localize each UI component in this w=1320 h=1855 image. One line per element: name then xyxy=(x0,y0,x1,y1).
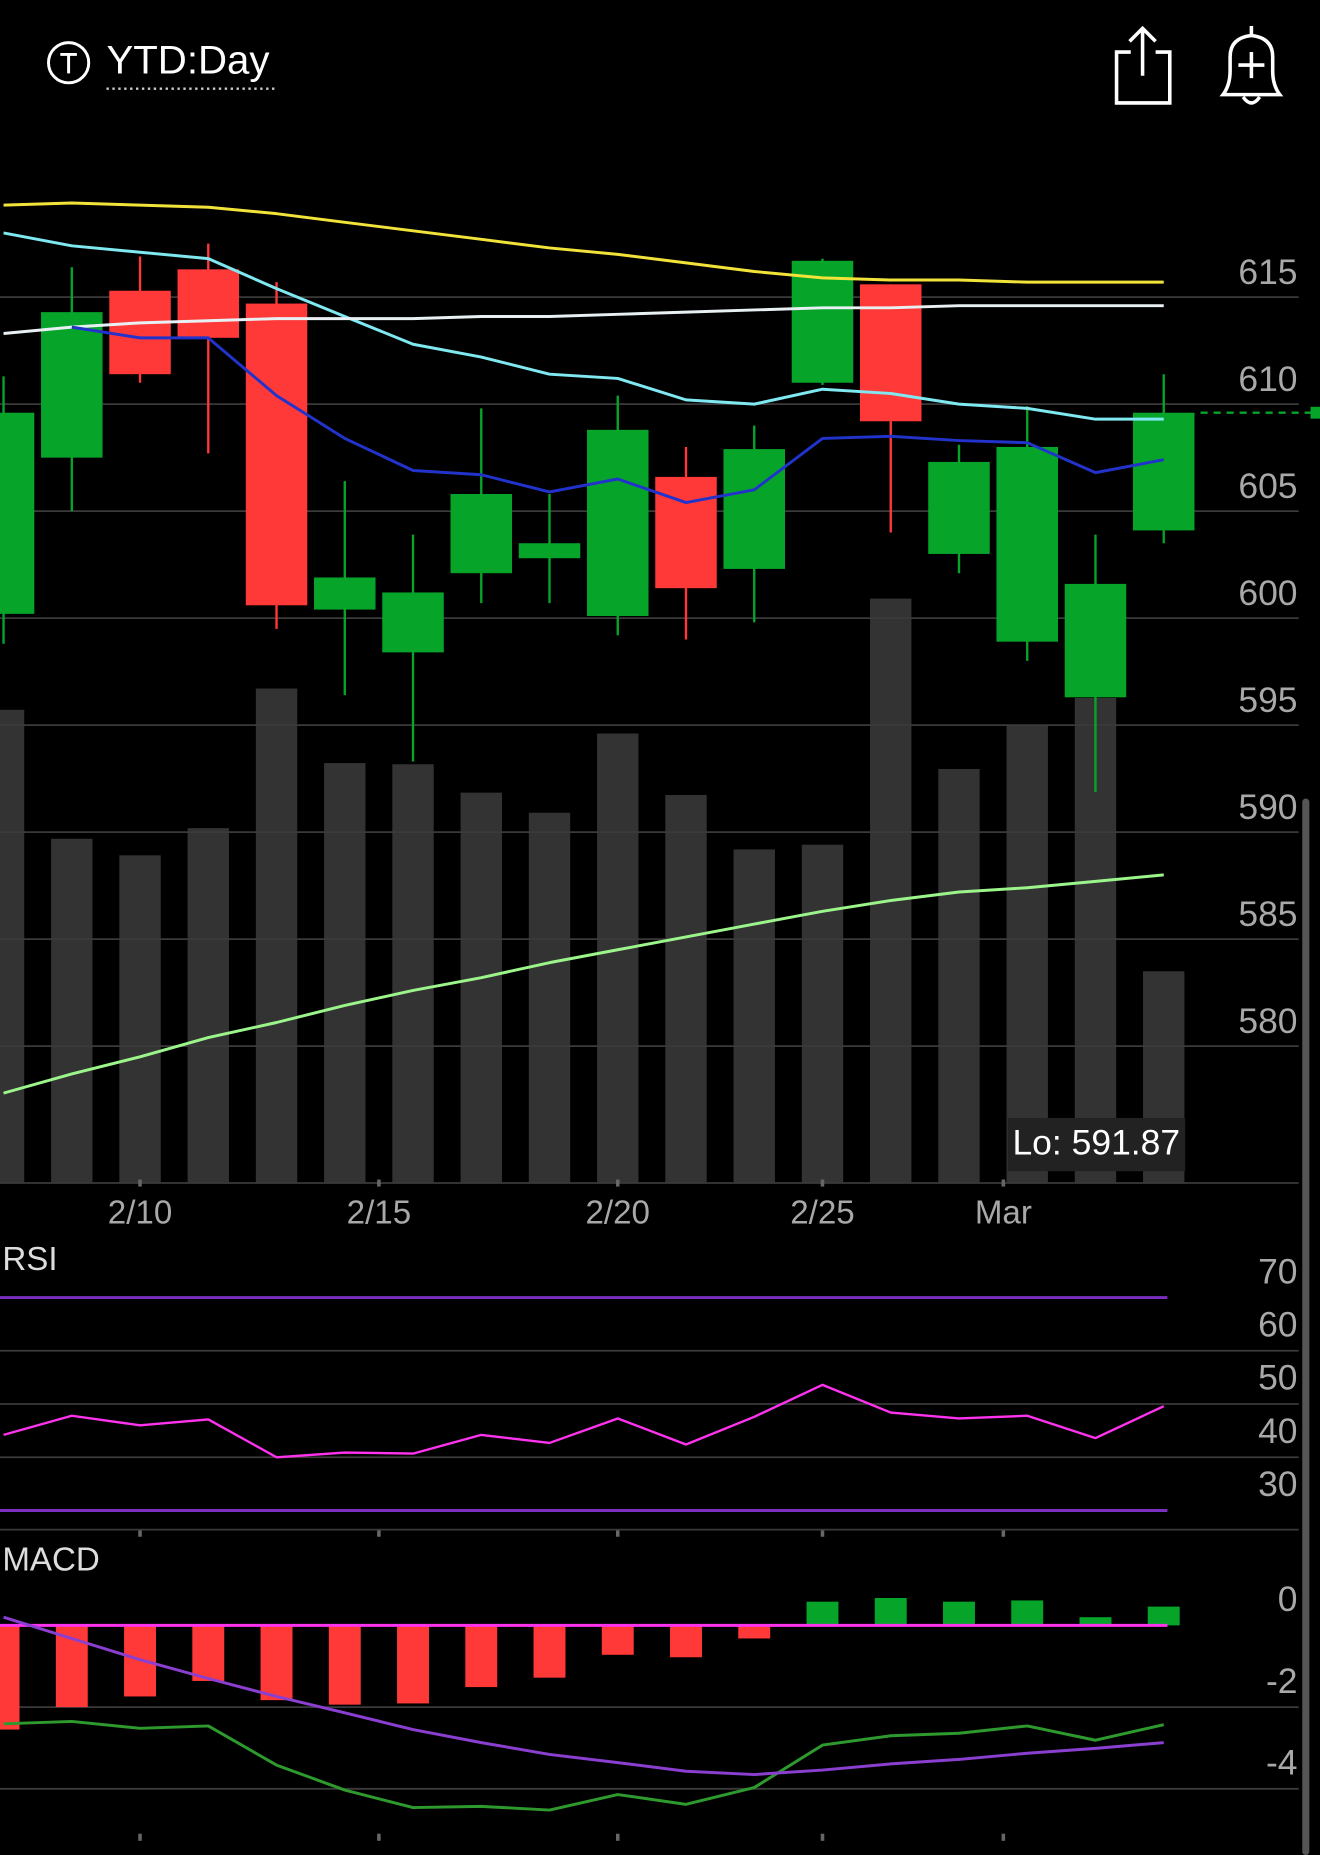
volume-bar xyxy=(733,849,775,1184)
volume-bar xyxy=(255,688,298,1184)
candle-body xyxy=(1132,412,1195,531)
indicator-line xyxy=(3,1719,1165,1812)
histogram-bar xyxy=(533,1625,566,1678)
indicator-line xyxy=(3,231,1164,421)
histogram-bar xyxy=(806,1601,839,1626)
histogram-bar xyxy=(1011,1600,1044,1626)
icon-circle xyxy=(47,41,91,85)
y-tick-label: 600 xyxy=(1238,573,1297,613)
panel-title: RSI xyxy=(2,1241,57,1278)
last-price-marker xyxy=(1310,406,1320,419)
share-arrow xyxy=(1128,25,1157,76)
indicator-line xyxy=(3,201,1164,284)
indicator-line xyxy=(3,304,1164,335)
x-tick-label: 2/15 xyxy=(347,1195,411,1232)
histogram-bar xyxy=(328,1625,361,1705)
bell xyxy=(1219,33,1284,97)
indicator-line xyxy=(3,873,1164,1095)
share-box xyxy=(1114,50,1172,105)
y-tick-label: 585 xyxy=(1238,894,1297,934)
scrollbar[interactable] xyxy=(1302,798,1310,1855)
histogram-bar xyxy=(874,1598,907,1626)
volume-bar xyxy=(597,733,639,1184)
y-tick-label: 60 xyxy=(1258,1305,1297,1345)
y-tick-label: 580 xyxy=(1238,1001,1297,1041)
candle-body xyxy=(518,543,581,559)
alert-button[interactable] xyxy=(1219,26,1284,105)
histogram-bar xyxy=(601,1625,634,1655)
share-button[interactable] xyxy=(1114,25,1172,105)
candle-body xyxy=(382,592,444,653)
candle-body xyxy=(314,577,376,610)
low-label-box xyxy=(1007,1117,1186,1172)
candle-body xyxy=(859,284,922,422)
y-tick-label: 595 xyxy=(1238,680,1297,720)
histogram-bar xyxy=(738,1625,771,1639)
y-tick-label: 610 xyxy=(1238,359,1297,399)
candle-body xyxy=(791,260,854,383)
y-tick-label: 70 xyxy=(1258,1251,1297,1291)
y-tick-label: 50 xyxy=(1258,1358,1297,1398)
x-tick-label: 2/25 xyxy=(790,1195,854,1232)
x-tick-label: 2/10 xyxy=(108,1195,172,1232)
y-tick-label: 605 xyxy=(1238,466,1297,506)
x-tick-label: 2/20 xyxy=(586,1195,650,1232)
candle-body xyxy=(587,429,649,616)
y-tick-label: -4 xyxy=(1266,1743,1298,1783)
candle-body xyxy=(450,494,513,574)
candle-body xyxy=(996,446,1058,642)
volume-bar xyxy=(51,838,93,1184)
histogram-bar xyxy=(1079,1617,1112,1626)
y-tick-label: 615 xyxy=(1238,252,1297,292)
candle-body xyxy=(109,290,171,375)
candle-body xyxy=(1064,583,1127,698)
y-tick-label: 40 xyxy=(1258,1411,1297,1451)
indicator-line xyxy=(3,1615,1164,1777)
volume-bar xyxy=(938,768,980,1184)
volume-bar xyxy=(187,828,229,1184)
histogram-bar xyxy=(260,1625,293,1701)
volume-bar xyxy=(801,844,844,1184)
volume-bar xyxy=(1006,725,1048,1184)
symbol-icon[interactable] xyxy=(47,41,91,85)
bell-detail xyxy=(1238,26,1265,105)
volume-bar xyxy=(460,792,502,1184)
volume-bar xyxy=(870,598,912,1184)
candle-body xyxy=(928,461,990,554)
y-tick-label: 590 xyxy=(1238,787,1297,827)
volume-bar xyxy=(528,812,571,1184)
x-tick-label: Mar xyxy=(975,1195,1032,1232)
histogram-bar xyxy=(943,1601,975,1626)
icon-glyph xyxy=(60,52,77,74)
candle-body xyxy=(723,449,785,569)
volume-bar xyxy=(119,855,161,1184)
volume-bar xyxy=(0,709,25,1184)
volume-bar xyxy=(665,795,707,1184)
histogram-bar xyxy=(397,1625,429,1704)
volume-bar xyxy=(392,764,434,1184)
histogram-bar xyxy=(192,1625,225,1681)
y-tick-label: 30 xyxy=(1258,1464,1297,1504)
panel-title: MACD xyxy=(2,1541,99,1578)
low-label: Lo: 591.87 xyxy=(1012,1123,1180,1163)
histogram-bar xyxy=(0,1625,20,1730)
candle-body xyxy=(41,312,103,458)
y-tick-label: -2 xyxy=(1266,1661,1298,1701)
volume-bar xyxy=(324,763,366,1184)
indicator-line xyxy=(71,325,1165,505)
candle-body xyxy=(0,412,35,614)
histogram-bar xyxy=(465,1625,498,1688)
histogram-bar xyxy=(1147,1606,1180,1626)
candle-body xyxy=(177,269,240,338)
candle-body xyxy=(245,303,308,606)
indicator-line xyxy=(3,1383,1165,1459)
timeframe-title[interactable]: YTD:Day xyxy=(106,37,270,82)
histogram-bar xyxy=(670,1625,702,1658)
y-tick-label: 0 xyxy=(1278,1579,1298,1619)
